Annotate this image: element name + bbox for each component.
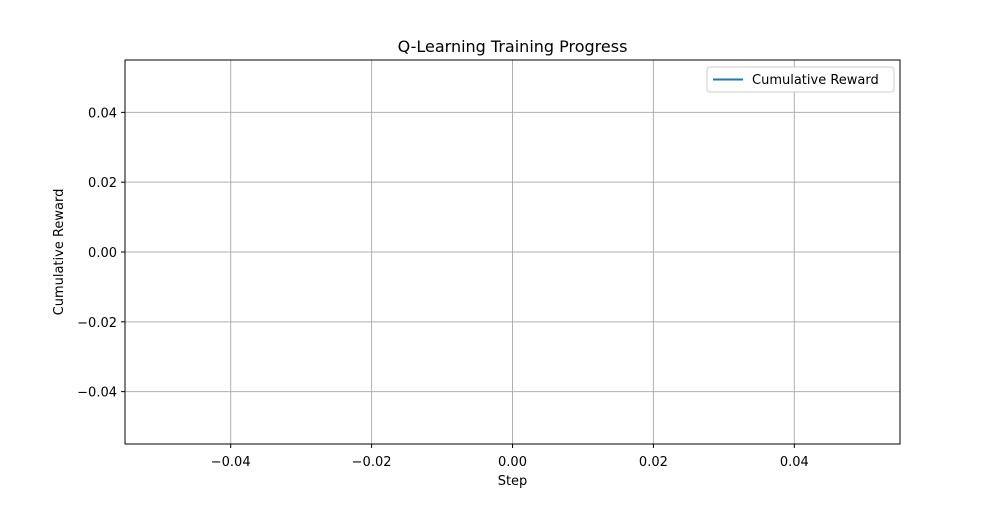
x-tick-label: −0.02 xyxy=(352,455,392,470)
y-tick-label: 0.00 xyxy=(88,246,117,261)
x-tick-label: 0.02 xyxy=(639,455,668,470)
x-tick-label: −0.04 xyxy=(211,455,251,470)
y-tick-label: 0.02 xyxy=(88,176,117,191)
legend-box xyxy=(706,66,895,93)
y-tick-label: −0.04 xyxy=(77,386,117,401)
x-axis-label: Step xyxy=(498,474,528,489)
grid xyxy=(125,60,900,444)
y-tick-label: −0.02 xyxy=(77,316,117,331)
x-axis-ticks: −0.04 −0.02 0.00 0.02 0.04 xyxy=(211,444,809,470)
legend-label: Cumulative Reward xyxy=(752,73,879,88)
y-axis-ticks: −0.04 −0.02 0.00 0.02 0.04 xyxy=(77,106,125,401)
x-tick-label: 0.04 xyxy=(780,455,809,470)
y-tick-label: 0.04 xyxy=(88,106,117,121)
chart-title: Q-Learning Training Progress xyxy=(398,37,628,56)
legend: Cumulative Reward xyxy=(706,66,895,93)
x-tick-label: 0.00 xyxy=(498,455,527,470)
y-axis-label: Cumulative Reward xyxy=(52,189,67,316)
